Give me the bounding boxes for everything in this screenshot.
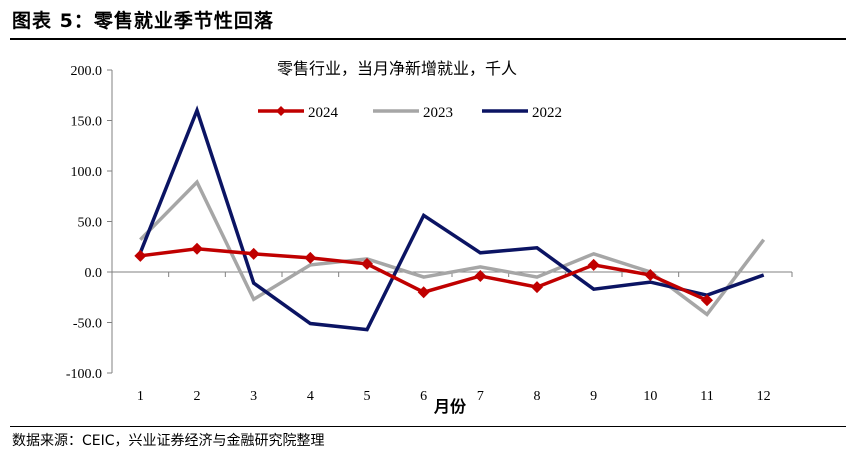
chart-series <box>134 105 766 332</box>
data-point-2024 <box>587 258 600 271</box>
x-tick-label: 4 <box>307 389 314 404</box>
series-line-2022 <box>138 105 765 332</box>
data-point-2024 <box>474 270 487 283</box>
y-tick-label: -50.0 <box>73 317 102 332</box>
data-point-2024 <box>361 257 373 270</box>
data-point-2024 <box>304 251 317 264</box>
legend-label-2022: 2022 <box>532 105 562 121</box>
y-tick-label: 100.0 <box>71 165 103 180</box>
x-axis-label: 月份 <box>433 397 467 416</box>
y-tick-label: 200.0 <box>71 64 103 79</box>
data-point-2024 <box>134 249 147 262</box>
x-tick-label: 1 <box>137 389 144 404</box>
x-tick-label: 5 <box>364 389 371 404</box>
y-tick-label: 50.0 <box>78 216 103 231</box>
x-tick-label: 7 <box>477 389 484 404</box>
y-tick-label: 0.0 <box>85 266 103 281</box>
y-tick-label: -100.0 <box>66 367 102 382</box>
legend-marker-2024 <box>276 106 286 116</box>
x-tick-label: 3 <box>250 389 257 404</box>
series-line-2023 <box>139 179 766 317</box>
data-point-2024 <box>531 281 543 294</box>
chart-subtitle: 零售行业，当月净新增就业，千人 <box>277 59 517 78</box>
series-2024 <box>134 242 713 307</box>
x-tick-label: 2 <box>194 389 201 404</box>
data-point-2024 <box>191 242 203 255</box>
x-tick-label: 12 <box>757 389 771 404</box>
x-tick-label: 11 <box>700 389 713 404</box>
source-note: 数据来源：CEIC，兴业证券经济与金融研究院整理 <box>12 433 325 449</box>
bottom-rule <box>10 426 846 427</box>
legend-label-2024: 2024 <box>308 105 339 121</box>
top-rule <box>10 38 846 40</box>
legend-label-2023: 2023 <box>423 105 453 121</box>
series-2023 <box>139 179 766 317</box>
data-point-2024 <box>701 294 713 307</box>
data-point-2024 <box>247 247 260 260</box>
x-tick-label: 8 <box>534 389 541 404</box>
x-tick-label: 9 <box>590 389 597 404</box>
x-tick-label: 10 <box>643 389 657 404</box>
series-2022 <box>138 105 765 332</box>
data-point-2024 <box>417 286 430 299</box>
figure-title: 图表 5：零售就业季节性回落 <box>12 10 274 32</box>
data-point-2024 <box>644 269 657 282</box>
chart-legend: 2024 2023 2022 <box>258 105 562 121</box>
y-tick-label: 150.0 <box>71 115 103 130</box>
x-tick-label: 6 <box>420 389 427 404</box>
